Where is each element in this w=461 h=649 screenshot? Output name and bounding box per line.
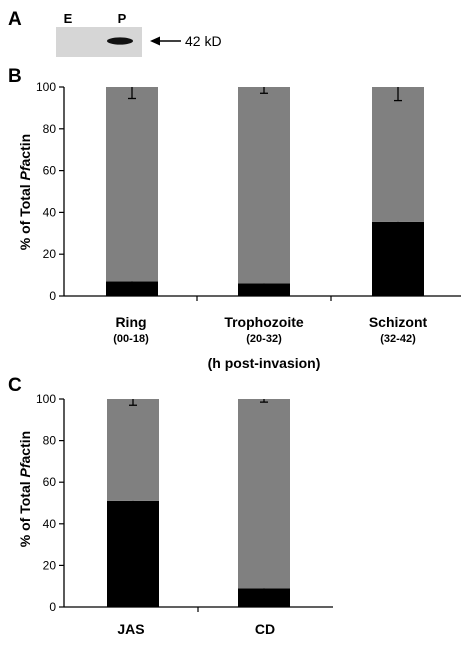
marker-label: 42 kD <box>185 33 222 49</box>
chart-c-bar-cd-seg0 <box>238 588 290 607</box>
blot-band-42kd <box>107 37 133 45</box>
chart-b-bar-schizont-seg0 <box>372 221 424 296</box>
panel-b-letter: B <box>8 66 22 87</box>
chart-c-ytick-label-40: 40 <box>43 517 57 531</box>
panel-a: A E P 42 kD <box>8 9 222 57</box>
category-range-ring: (00-18) <box>113 333 149 345</box>
category-range-trophozoite: (20-32) <box>246 333 282 345</box>
panel-b: B % of Total Pfactin 0 20 40 60 80 100 Ring (… <box>8 66 461 371</box>
chart-c-ytick-label-20: 20 <box>43 558 57 572</box>
chart-b-bar-trophozoite-seg1 <box>238 87 290 284</box>
panel-c-ylabel: % of Total Pfactin <box>17 431 33 547</box>
marker-arrow-icon <box>150 36 160 46</box>
lane-label-p: P <box>118 11 127 26</box>
chart-b-ytick-label-60: 60 <box>43 164 57 178</box>
chart-c-ytick-label-0: 0 <box>49 600 56 614</box>
chart-c-ytick-label-80: 80 <box>43 434 57 448</box>
chart-b-ytick-label-100: 100 <box>36 80 56 94</box>
chart-c-bar-jas-seg0 <box>107 500 159 607</box>
chart-b-bar-trophozoite-seg0 <box>238 283 290 296</box>
chart-b-bar-ring-seg0 <box>106 281 158 296</box>
chart-b-ytick-label-80: 80 <box>43 122 57 136</box>
chart-c-bar-cd-seg1 <box>238 399 290 589</box>
chart-c-ytick-label-60: 60 <box>43 475 57 489</box>
lane-label-e: E <box>64 11 73 26</box>
chart-b-ytick-label-0: 0 <box>49 289 56 303</box>
category-label-cd: CD <box>255 621 275 637</box>
chart-c-ytick-label-100: 100 <box>36 392 56 406</box>
chart-c-bar-jas-seg1 <box>107 399 159 501</box>
chart-c-category-labels: JAS CD <box>117 621 275 637</box>
panel-c-letter: C <box>8 375 22 396</box>
panel-b-ylabel: % of Total Pfactin <box>17 134 33 250</box>
category-label-ring: Ring <box>115 314 146 330</box>
chart-b-ytick-label-20: 20 <box>43 247 57 261</box>
panel-b-xlabel: (h post-invasion) <box>208 355 321 371</box>
panel-c: C % of Total Pfactin 0 20 40 60 80 100 JAS CD <box>8 375 333 637</box>
category-label-schizont: Schizont <box>369 314 428 330</box>
category-range-schizont: (32-42) <box>380 333 416 345</box>
chart-b-bar-ring-seg1 <box>106 87 158 282</box>
panel-a-letter: A <box>8 9 22 30</box>
chart-b-plot: 0 20 40 60 80 100 <box>36 80 461 303</box>
chart-b-ytick-label-40: 40 <box>43 205 57 219</box>
chart-c-plot: 0 20 40 60 80 100 <box>36 392 333 614</box>
category-label-jas: JAS <box>117 621 144 637</box>
chart-b-bar-schizont-seg1 <box>372 87 424 222</box>
category-label-trophozoite: Trophozoite <box>224 314 304 330</box>
chart-b-category-labels: Ring (00-18) Trophozoite (20-32) Schizon… <box>113 314 427 371</box>
